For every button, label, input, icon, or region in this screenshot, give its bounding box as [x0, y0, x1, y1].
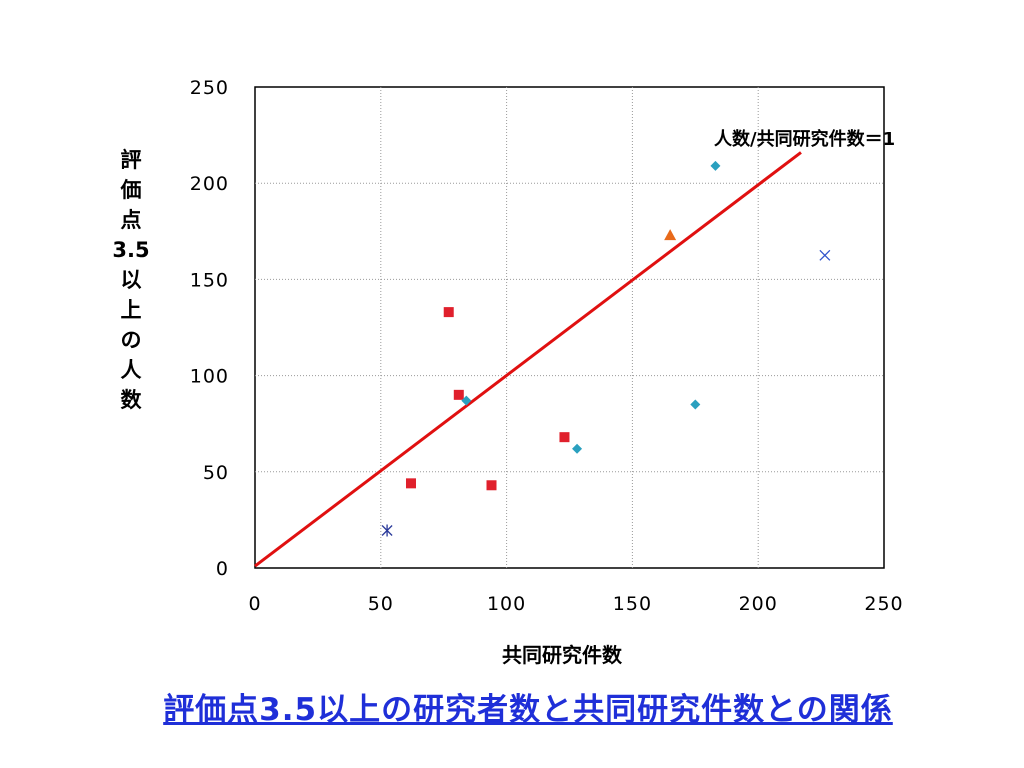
page-title: 評価点3.5以上の研究者数と共同研究件数との関係	[163, 692, 893, 728]
data-point-triangle	[664, 229, 677, 241]
y-tick-label: 250	[190, 77, 229, 99]
y-axis-title-char: 人	[121, 358, 142, 382]
x-tick-label: 100	[487, 593, 526, 615]
x-tick-labels: 0 50 100 150 200 250	[248, 593, 903, 615]
y-axis-title-char: の	[121, 328, 142, 352]
y-axis-title-char: 価	[120, 178, 142, 202]
reference-line-group	[254, 151, 802, 568]
data-point-square	[405, 478, 416, 489]
y-tick-label: 0	[216, 558, 229, 580]
x-tick-label: 250	[864, 593, 903, 615]
y-axis-title-char: 数	[121, 388, 143, 412]
data-point-square	[486, 480, 497, 491]
data-point-square	[559, 432, 570, 443]
y-axis-title-char: 以	[121, 268, 142, 292]
grid	[255, 87, 884, 568]
y-tick-label: 150	[190, 269, 229, 291]
y-tick-labels: 0 50 100 150 200 250	[190, 77, 229, 580]
y-axis-title-char: 上	[121, 298, 142, 322]
data-point-asterisk	[381, 524, 393, 537]
y-axis-title-char: 3.5	[112, 238, 149, 262]
y-axis-title-char: 評	[121, 148, 142, 172]
data-point-diamond	[710, 160, 721, 171]
y-axis-title-char: 点	[121, 208, 142, 232]
x-tick-label: 50	[368, 593, 394, 615]
x-tick-label: 150	[613, 593, 652, 615]
data-point-diamond	[461, 395, 472, 406]
x-tick-label: 0	[248, 593, 261, 615]
data-point-diamond	[572, 443, 583, 454]
y-tick-label: 100	[190, 366, 229, 388]
data-point-square	[443, 307, 454, 318]
y-tick-label: 50	[203, 462, 229, 484]
data-point-diamond	[690, 399, 701, 410]
data-points	[381, 160, 831, 537]
y-tick-label: 200	[190, 173, 229, 195]
data-point-x	[819, 249, 831, 261]
x-axis-title: 共同研究件数	[502, 643, 623, 667]
reference-line-label: 人数/共同研究件数＝1	[714, 128, 895, 150]
data-point-square	[453, 389, 464, 400]
reference-line	[254, 151, 802, 568]
x-tick-label: 200	[739, 593, 778, 615]
